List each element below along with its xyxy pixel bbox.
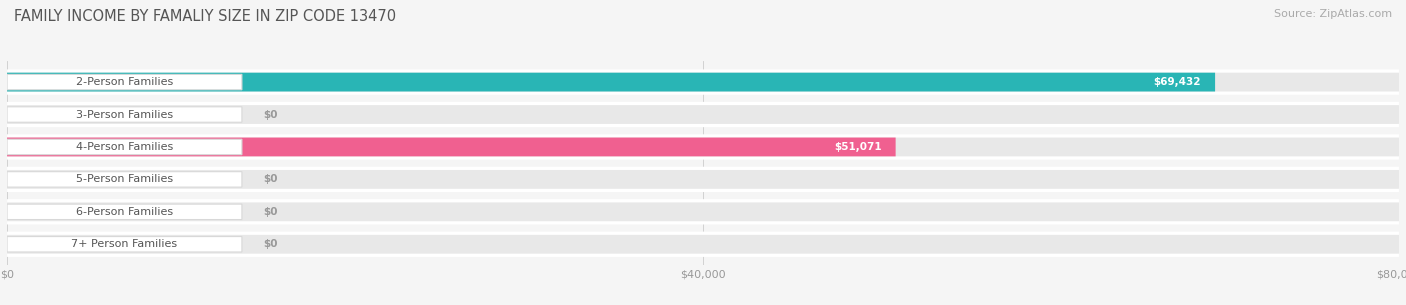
Text: $51,071: $51,071 xyxy=(834,142,882,152)
Text: $0: $0 xyxy=(263,174,277,185)
FancyBboxPatch shape xyxy=(7,73,1215,92)
FancyBboxPatch shape xyxy=(7,102,1399,127)
Text: $69,432: $69,432 xyxy=(1154,77,1201,87)
FancyBboxPatch shape xyxy=(7,203,1399,221)
Text: FAMILY INCOME BY FAMALIY SIZE IN ZIP CODE 13470: FAMILY INCOME BY FAMALIY SIZE IN ZIP COD… xyxy=(14,9,396,24)
FancyBboxPatch shape xyxy=(7,237,242,252)
FancyBboxPatch shape xyxy=(7,199,1399,224)
Text: 3-Person Families: 3-Person Families xyxy=(76,109,173,120)
FancyBboxPatch shape xyxy=(7,74,242,90)
Text: $0: $0 xyxy=(263,207,277,217)
FancyBboxPatch shape xyxy=(7,70,1399,95)
FancyBboxPatch shape xyxy=(7,73,1399,92)
FancyBboxPatch shape xyxy=(7,204,242,220)
Text: 5-Person Families: 5-Person Families xyxy=(76,174,173,185)
FancyBboxPatch shape xyxy=(7,105,1399,124)
FancyBboxPatch shape xyxy=(7,170,1399,189)
FancyBboxPatch shape xyxy=(7,235,1399,254)
Text: Source: ZipAtlas.com: Source: ZipAtlas.com xyxy=(1274,9,1392,19)
FancyBboxPatch shape xyxy=(7,138,1399,156)
Text: $0: $0 xyxy=(263,239,277,249)
FancyBboxPatch shape xyxy=(7,172,242,187)
FancyBboxPatch shape xyxy=(7,139,242,155)
FancyBboxPatch shape xyxy=(7,107,242,122)
FancyBboxPatch shape xyxy=(7,134,1399,160)
Text: $0: $0 xyxy=(263,109,277,120)
Text: 7+ Person Families: 7+ Person Families xyxy=(72,239,177,249)
FancyBboxPatch shape xyxy=(7,231,1399,257)
Text: 6-Person Families: 6-Person Families xyxy=(76,207,173,217)
Text: 2-Person Families: 2-Person Families xyxy=(76,77,173,87)
FancyBboxPatch shape xyxy=(7,138,896,156)
Text: 4-Person Families: 4-Person Families xyxy=(76,142,173,152)
FancyBboxPatch shape xyxy=(7,167,1399,192)
